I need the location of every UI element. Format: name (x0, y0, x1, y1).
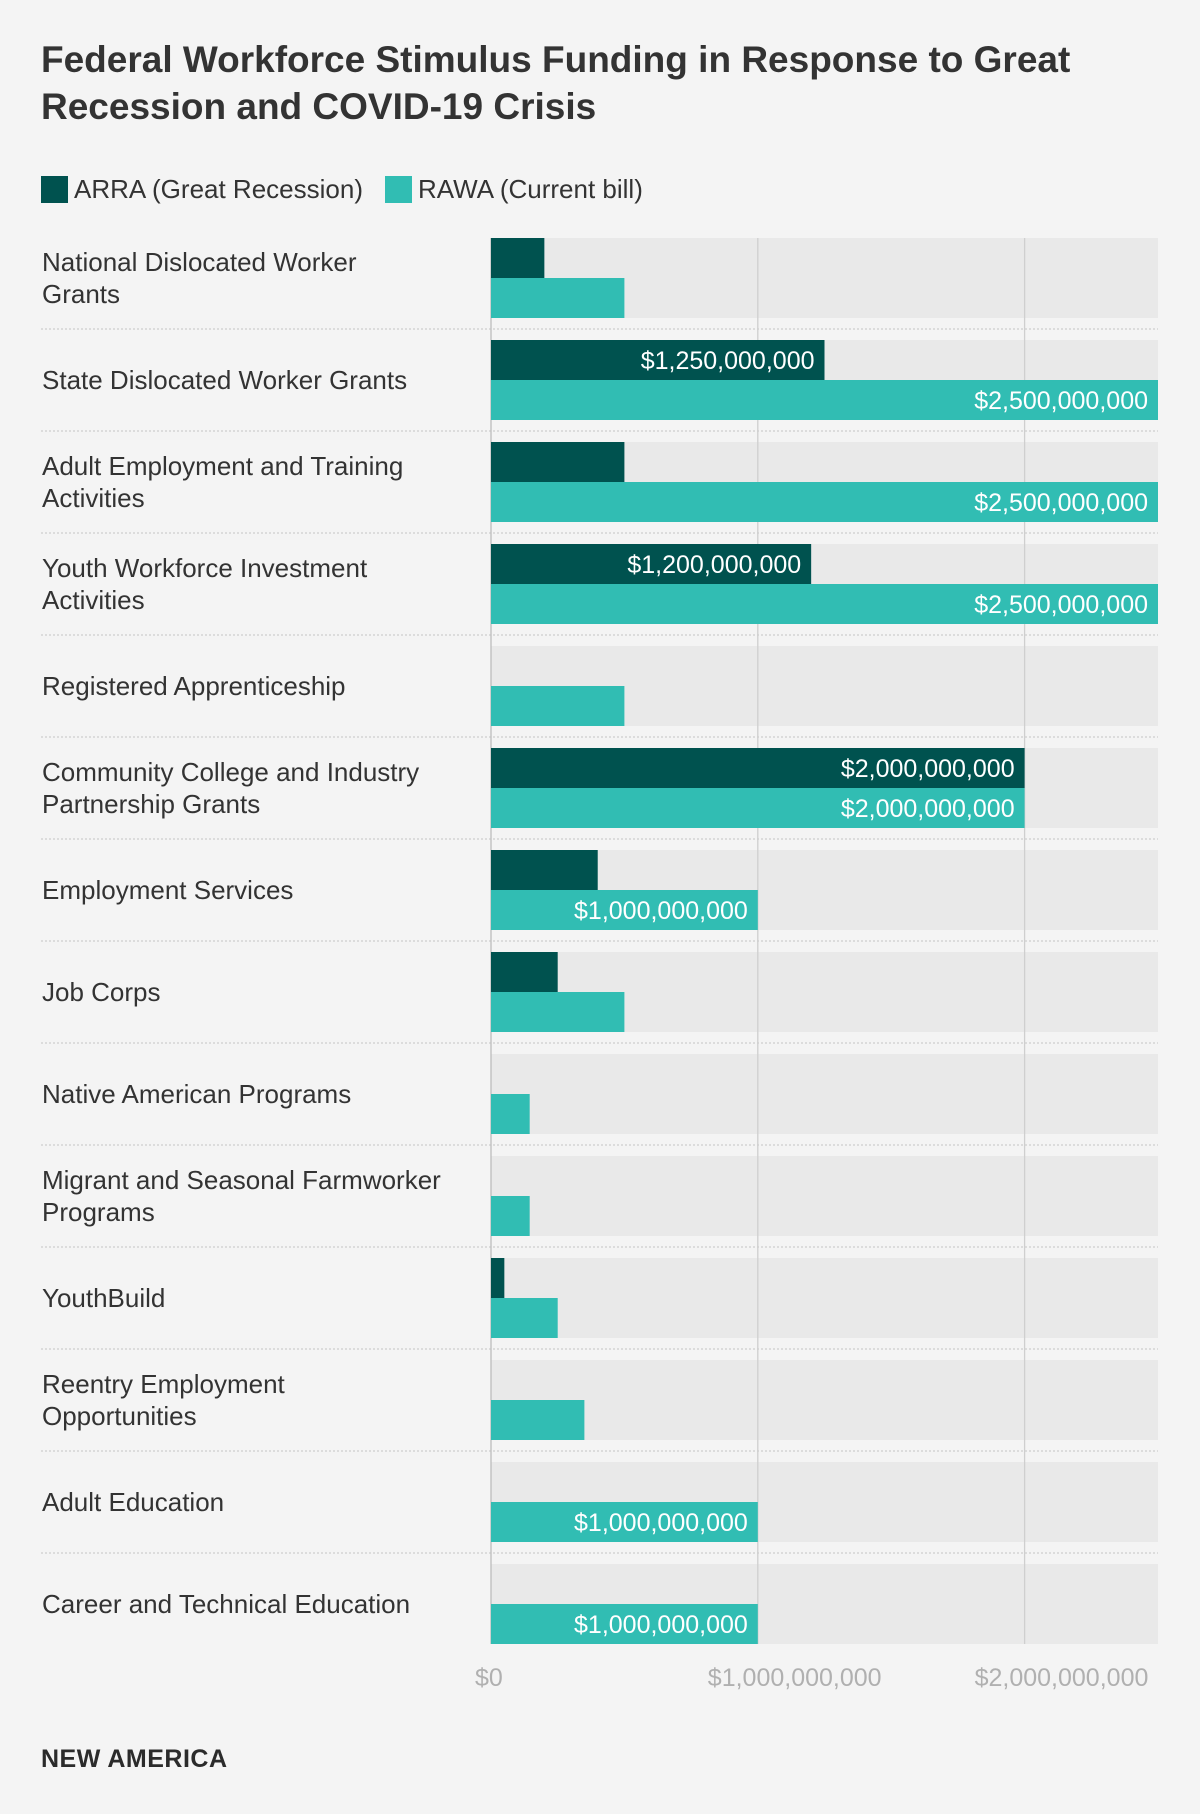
bar-rawa (491, 788, 1025, 828)
category-label: Career and Technical Education (42, 1589, 410, 1619)
row-band (491, 1156, 1158, 1236)
bar-rawa (491, 278, 625, 318)
bar-rawa (491, 1196, 530, 1236)
category-label: Migrant and Seasonal Farmworker Programs (42, 1165, 441, 1227)
value-label: $1,250,000,000 (641, 347, 815, 375)
bar-rawa (491, 992, 625, 1032)
bar-rawa (491, 482, 1158, 522)
legend-item-arra: ARRA (Great Recession) (41, 174, 363, 205)
bar-rawa (491, 686, 625, 726)
row-band (491, 1258, 1158, 1338)
bar-arra (491, 1258, 505, 1298)
category-label: Adult Employment and Training Activities (42, 451, 403, 513)
legend-label-arra: ARRA (Great Recession) (74, 173, 363, 204)
bar-arra (491, 340, 825, 380)
value-label: $1,000,000,000 (574, 897, 748, 925)
bar-arra (491, 238, 545, 278)
value-label: $2,500,000,000 (974, 489, 1148, 517)
category-label: Native American Programs (42, 1079, 351, 1109)
legend-swatch-rawa (384, 175, 412, 203)
legend-label-rawa: RAWA (Current bill) (417, 173, 643, 204)
bar-chart: National Dislocated Worker Grants $1,250,0… (41, 238, 1158, 1692)
row-band (491, 1360, 1158, 1440)
bar-arra (491, 952, 558, 992)
value-label: $2,000,000,000 (841, 795, 1015, 823)
category-label: Adult Education (42, 1487, 224, 1517)
legend-swatch-arra (41, 175, 68, 203)
category-label: Reentry Employment Opportunities (42, 1369, 286, 1431)
value-label: $2,000,000,000 (841, 755, 1015, 783)
value-label: $1,200,000,000 (627, 551, 801, 579)
bar-rawa (491, 890, 758, 930)
chart-title: Federal Workforce Stimulus Funding in Re… (41, 39, 1071, 127)
bar-rawa (491, 380, 1158, 420)
category-label: Employment Services (42, 875, 293, 905)
value-label: $2,500,000,000 (974, 387, 1148, 415)
value-label: $1,000,000,000 (574, 1509, 748, 1537)
bar-rawa (491, 1604, 758, 1644)
bar-arra (491, 748, 1025, 788)
category-label: State Dislocated Worker Grants (42, 365, 407, 395)
value-label: $1,000,000,000 (574, 1611, 748, 1639)
bar-rawa (491, 584, 1158, 624)
category-label: YouthBuild (42, 1283, 165, 1313)
bar-rawa (491, 1502, 758, 1542)
bar-arra (491, 544, 812, 584)
tick-label: $2,000,000,000 (975, 1664, 1149, 1692)
bar-arra (491, 850, 598, 890)
row-band (491, 1054, 1158, 1134)
category-label: National Dislocated Worker Grants (42, 247, 357, 309)
category-label: Community College and Industry Partnershi… (42, 757, 419, 819)
bar-rawa (491, 1400, 585, 1440)
bar-rawa (491, 1094, 530, 1134)
value-label: $2,500,000,000 (974, 591, 1148, 619)
tick-label: $0 (475, 1664, 503, 1692)
legend: ARRA (Great Recession) RAWA (Current bil… (41, 172, 665, 206)
legend-item-rawa: RAWA (Current bill) (384, 173, 643, 205)
bar-arra (491, 442, 625, 482)
tick-label: $1,000,000,000 (708, 1664, 882, 1692)
category-label: Youth Workforce Investment Activities (42, 553, 368, 615)
category-label: Registered Apprenticeship (42, 671, 346, 701)
category-label: Job Corps (42, 977, 161, 1007)
bar-rawa (491, 1298, 558, 1338)
brand-footer: NEW AMERICA (41, 1745, 228, 1773)
